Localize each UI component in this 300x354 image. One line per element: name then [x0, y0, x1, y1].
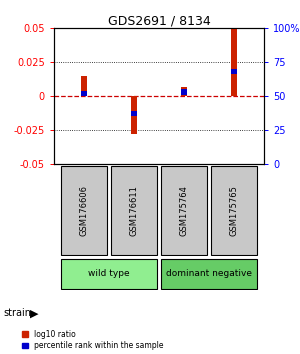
Bar	[181, 89, 187, 95]
Bar	[161, 166, 207, 255]
Bar	[231, 28, 237, 96]
Text: wild type: wild type	[88, 269, 130, 278]
Text: GSM176606: GSM176606	[80, 185, 88, 236]
Bar	[211, 166, 257, 255]
Bar	[161, 259, 257, 289]
Bar	[181, 87, 187, 96]
Bar	[231, 69, 237, 74]
Bar	[131, 96, 137, 134]
Text: GSM175764: GSM175764	[179, 185, 188, 236]
Bar	[81, 76, 87, 96]
Text: GSM176611: GSM176611	[130, 185, 139, 236]
Bar	[61, 166, 107, 255]
Text: GSM175765: GSM175765	[230, 185, 238, 236]
Bar	[61, 259, 157, 289]
Text: ▶: ▶	[30, 308, 38, 318]
Bar	[131, 111, 137, 116]
Legend: log10 ratio, percentile rank within the sample: log10 ratio, percentile rank within the …	[22, 330, 164, 350]
Text: dominant negative: dominant negative	[166, 269, 252, 278]
Bar	[81, 91, 87, 96]
Title: GDS2691 / 8134: GDS2691 / 8134	[108, 14, 210, 27]
Text: strain: strain	[3, 308, 31, 318]
Bar	[111, 166, 157, 255]
